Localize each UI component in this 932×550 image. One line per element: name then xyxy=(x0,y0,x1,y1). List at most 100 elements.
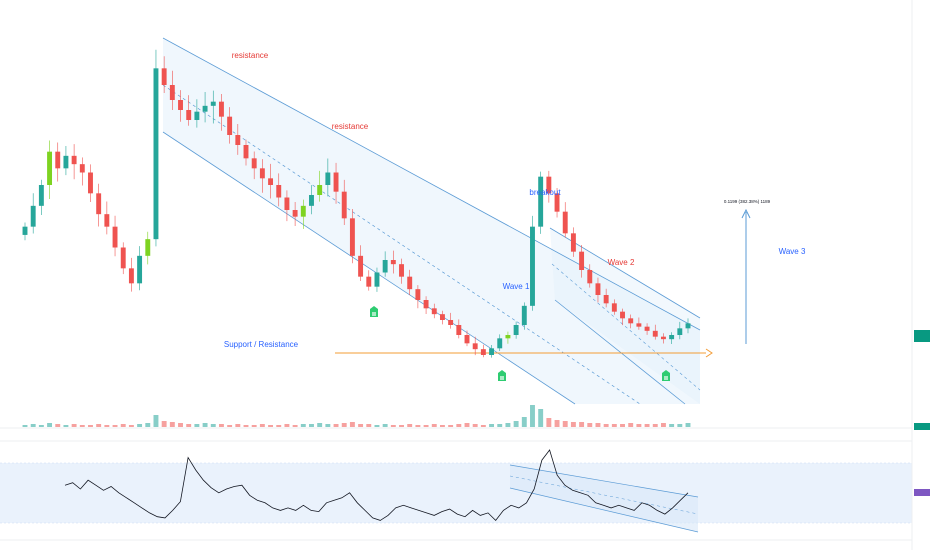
candle-body xyxy=(366,276,372,287)
volume-bar xyxy=(120,424,126,427)
candle-body xyxy=(554,193,560,212)
candle-body xyxy=(595,283,601,295)
candle-body xyxy=(431,308,437,315)
volume-bar xyxy=(472,424,478,427)
volume-bar xyxy=(513,421,519,427)
volume-bar xyxy=(30,424,36,427)
volume-bar xyxy=(439,425,445,427)
candle-body xyxy=(538,176,544,227)
candle-body xyxy=(358,255,364,277)
candle-body xyxy=(497,338,503,349)
candle-body xyxy=(47,151,53,185)
candle-body xyxy=(169,85,175,100)
volume-bar xyxy=(480,425,486,427)
wave3-arrow-head xyxy=(741,208,751,219)
volume-bar xyxy=(603,424,609,427)
candle-body xyxy=(669,335,675,340)
candle-body xyxy=(251,158,257,169)
volume-bar xyxy=(685,423,691,427)
volume-bar xyxy=(112,425,118,427)
volume-bar xyxy=(407,424,413,427)
volume-badge xyxy=(914,423,930,430)
candle-body xyxy=(562,211,568,234)
candle-body xyxy=(464,335,470,344)
volume-bar xyxy=(505,423,511,427)
candle-body xyxy=(677,328,683,335)
wave-2-label: Wave 2 xyxy=(608,258,635,267)
volume-bar xyxy=(349,422,355,427)
volume-bar xyxy=(341,423,347,427)
rsi-channel-lower xyxy=(509,487,699,533)
candle-body xyxy=(161,68,167,85)
volume-bar xyxy=(660,423,666,427)
wave-3-label: Wave 3 xyxy=(779,247,806,256)
candle-body xyxy=(448,320,454,325)
volume-bar xyxy=(628,423,634,427)
candle-body xyxy=(22,226,28,235)
volume-bar xyxy=(570,422,576,427)
volume-bar xyxy=(317,423,323,427)
channel-upper-line xyxy=(162,37,701,331)
candle-body xyxy=(325,172,331,185)
candle-body xyxy=(79,164,85,173)
candle-body xyxy=(521,305,527,325)
volume-bar xyxy=(243,425,249,427)
volume-bar xyxy=(538,409,544,427)
wave2-channel-mid xyxy=(551,263,701,391)
candle-body xyxy=(374,272,380,287)
candle-body xyxy=(55,151,61,169)
volume-bar xyxy=(227,425,233,427)
candle-body xyxy=(104,214,110,227)
volume-bar xyxy=(595,423,601,427)
volume-bar xyxy=(38,425,44,427)
support-resistance-label: Support / Resistance xyxy=(224,340,299,349)
support-arrow-head xyxy=(705,348,713,358)
volume-bar xyxy=(382,424,388,427)
volume-bar xyxy=(423,425,429,427)
candle-body xyxy=(611,303,617,312)
volume-bar xyxy=(268,425,274,427)
marker-icon xyxy=(370,306,378,317)
channel-lower-line xyxy=(162,131,576,405)
candle-body xyxy=(227,116,233,135)
volume-bar xyxy=(644,424,650,427)
candle-body xyxy=(636,323,642,327)
volume-bar xyxy=(431,424,437,427)
volume-bar xyxy=(620,424,625,427)
candle-body xyxy=(570,233,576,252)
volume-bar xyxy=(202,423,208,427)
volume-bar xyxy=(521,417,527,427)
candle-body xyxy=(63,155,69,169)
volume-bar xyxy=(235,424,241,427)
candle-body xyxy=(145,239,151,256)
rsi-channel-fill xyxy=(510,465,698,532)
candle-body xyxy=(439,314,445,320)
candle-body xyxy=(472,343,478,350)
candle-body xyxy=(137,255,143,284)
candle-body xyxy=(628,318,634,324)
candle-body xyxy=(620,311,625,319)
candle-body xyxy=(96,193,102,215)
volume-bar xyxy=(210,424,216,427)
candle-body xyxy=(423,300,429,309)
candle-body xyxy=(685,323,691,329)
last-price-badge xyxy=(914,330,930,342)
volume-bar xyxy=(71,424,77,427)
candle-body xyxy=(333,172,339,192)
candle-body xyxy=(276,185,282,198)
marker-icon xyxy=(662,370,670,381)
candle-body xyxy=(382,260,388,273)
candle-body xyxy=(30,205,36,227)
candle-body xyxy=(259,168,265,179)
volume-bar xyxy=(22,425,28,427)
rsi-line xyxy=(64,449,689,522)
volume-bar xyxy=(579,422,585,427)
candle-body xyxy=(390,260,396,265)
volume-bar xyxy=(497,424,503,427)
candle-body xyxy=(456,325,462,335)
volume-bar xyxy=(611,424,617,427)
volume-bar xyxy=(300,424,306,427)
candle-body xyxy=(341,191,347,219)
